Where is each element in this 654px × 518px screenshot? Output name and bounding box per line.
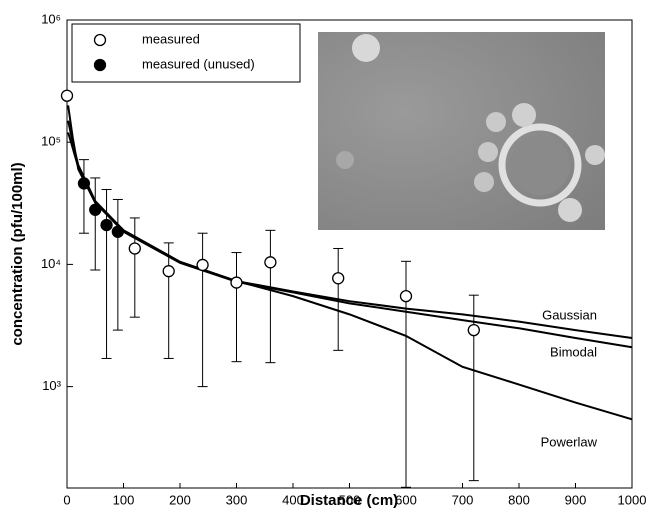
- y-tick-label: 10³: [42, 378, 61, 393]
- legend-marker: [93, 33, 107, 47]
- data-point: [111, 225, 124, 238]
- data-point: [196, 258, 209, 272]
- y-tick-label: 10⁶: [41, 11, 61, 26]
- data-point: [128, 242, 141, 255]
- curve-label: Gaussian: [542, 307, 597, 322]
- inset-image: [318, 32, 605, 230]
- x-tick-label: 400: [282, 492, 304, 507]
- model-curve: [67, 105, 633, 421]
- data-point: [230, 276, 243, 289]
- x-tick-label: 100: [113, 492, 135, 507]
- data-point: [89, 203, 102, 216]
- x-tick-label: 200: [169, 492, 191, 507]
- data-point: [77, 177, 91, 190]
- data-point: [264, 256, 277, 269]
- x-tick-label: 600: [395, 492, 417, 507]
- x-tick-label: 300: [226, 492, 248, 507]
- x-tick-label: 500: [339, 492, 361, 507]
- data-point: [332, 272, 345, 285]
- curve-label: Powerlaw: [541, 435, 598, 450]
- legend: [71, 23, 301, 83]
- x-axis-title: Distance (cm): [300, 492, 398, 509]
- y-axis-title: concentration (pfu/100ml): [9, 162, 26, 345]
- y-tick-label: 10⁵: [41, 134, 61, 149]
- legend-label: measured: [142, 31, 200, 46]
- x-tick-label: 800: [508, 492, 530, 507]
- x-tick-label: 900: [565, 492, 587, 507]
- x-tick-label: 1000: [618, 492, 647, 507]
- data-point: [100, 218, 113, 232]
- data-point: [162, 265, 175, 278]
- x-tick-label: 0: [63, 492, 70, 507]
- x-tick-label: 700: [452, 492, 474, 507]
- data-point: [467, 323, 480, 337]
- curve-label: Bimodal: [550, 345, 597, 360]
- data-point: [60, 89, 74, 102]
- legend-marker: [93, 58, 107, 72]
- data-point: [399, 289, 413, 303]
- y-tick-label: 10⁴: [41, 256, 61, 271]
- legend-label: measured (unused): [142, 56, 255, 71]
